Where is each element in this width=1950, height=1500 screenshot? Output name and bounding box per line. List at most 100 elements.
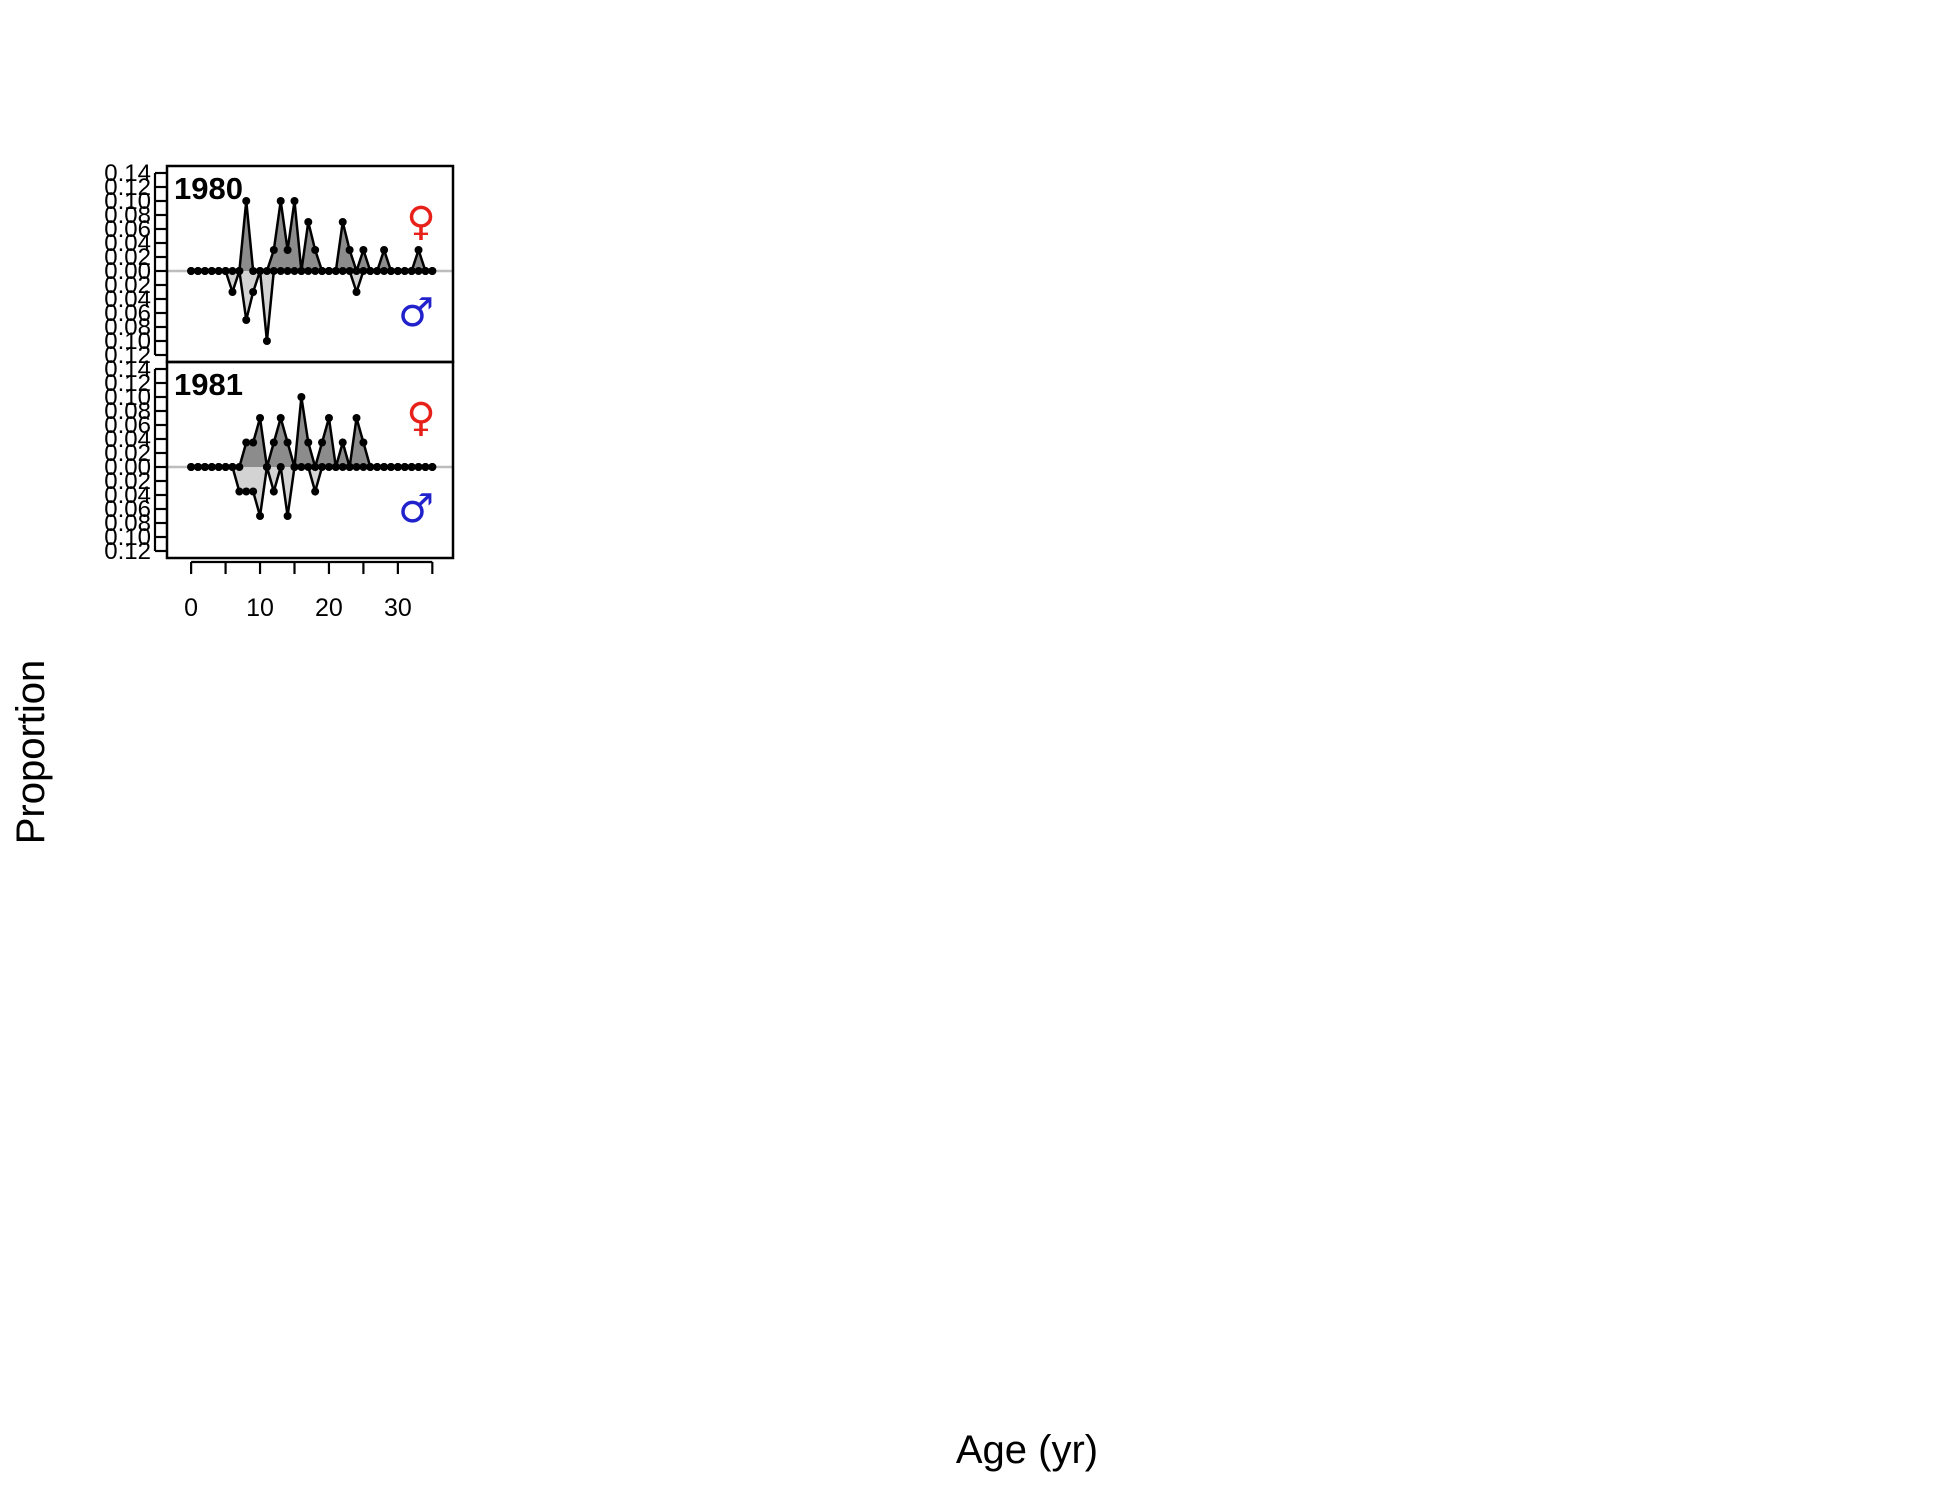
male-symbol: ♂ [398, 290, 434, 336]
female-point [283, 438, 292, 447]
male-point [380, 267, 389, 275]
male-point [276, 267, 285, 275]
male-point [366, 267, 375, 275]
male-point [414, 267, 423, 275]
male-point [200, 267, 209, 275]
male-point [338, 267, 347, 275]
male-point [331, 463, 340, 471]
panels-group: 1980♀♂0.140.120.100.080.060.040.020.000.… [104, 160, 455, 565]
female-symbol: ♀ [406, 395, 435, 441]
male-point [345, 267, 354, 275]
female-point [283, 246, 292, 254]
male-point [359, 267, 368, 275]
female-point [242, 197, 251, 205]
male-point [318, 463, 327, 471]
male-point [207, 463, 216, 471]
male-point [221, 463, 230, 471]
y-tick-label: 0.12 [104, 174, 151, 201]
female-line [191, 396, 433, 472]
y-tick-label: 0.08 [104, 314, 151, 341]
y-tick-label: 0.12 [104, 538, 151, 565]
female-point [304, 218, 313, 226]
male-point [345, 463, 354, 471]
female-symbol: ♀ [406, 199, 435, 245]
male-point [214, 267, 223, 275]
male-point [262, 337, 271, 345]
male-point [400, 463, 409, 471]
male-point [338, 463, 347, 471]
male-point [214, 463, 223, 471]
female-point [380, 246, 389, 254]
y-tick-label: 0.06 [104, 412, 151, 439]
female-point [338, 438, 347, 447]
female-point [290, 197, 299, 205]
panel-frame [165, 360, 455, 560]
y-tick-label: 0.06 [104, 496, 151, 523]
male-point [352, 288, 361, 296]
female-point [311, 463, 320, 471]
y-tick-label: 0.14 [104, 160, 151, 187]
male-line [191, 269, 433, 342]
male-point [256, 267, 265, 275]
y-tick-label: 0.04 [104, 482, 151, 509]
male-point [407, 267, 416, 275]
female-point [262, 267, 271, 275]
x-axis: 0 10 20 30 [184, 560, 434, 622]
female-point [228, 267, 237, 275]
male-point [187, 267, 196, 275]
y-tick-label: 0.00 [104, 454, 151, 481]
male-point [262, 463, 271, 471]
x-tick-label: 10 [246, 594, 274, 622]
female-area [191, 397, 433, 467]
panel-year-label: 1980 [174, 171, 243, 206]
x-tick-label: 0 [184, 594, 198, 622]
male-point [324, 463, 333, 471]
male-point [290, 463, 299, 471]
y-tick-label: 0.02 [104, 468, 151, 495]
y-tick-label: 0.06 [104, 300, 151, 327]
male-point [421, 267, 430, 275]
panel-1980: 1980♀♂0.140.120.100.080.060.040.020.000.… [104, 160, 455, 369]
female-point [304, 438, 313, 447]
female-point [269, 246, 278, 254]
male-point [269, 267, 278, 275]
male-point [428, 267, 437, 275]
female-point [276, 197, 285, 205]
female-point [249, 438, 258, 447]
female-point [297, 393, 306, 401]
male-point [428, 463, 437, 471]
female-point [345, 246, 354, 254]
male-symbol: ♂ [398, 486, 434, 532]
male-point [304, 463, 313, 471]
male-point [393, 463, 402, 471]
male-point [304, 267, 313, 275]
female-point [249, 267, 258, 275]
y-tick-label: 0.10 [104, 188, 151, 215]
male-point [331, 267, 340, 275]
female-point [352, 267, 361, 275]
male-point [386, 463, 395, 471]
male-point [242, 487, 251, 496]
female-point [324, 414, 333, 422]
female-point [352, 414, 361, 422]
male-point [249, 288, 258, 296]
y-tick-label: 0.04 [104, 230, 151, 257]
female-point [414, 246, 423, 254]
male-point [283, 267, 292, 275]
male-point [290, 267, 299, 275]
y-tick-label: 0.10 [104, 524, 151, 551]
female-point [359, 438, 368, 447]
male-area [191, 467, 433, 516]
male-point [283, 512, 292, 520]
female-point [269, 438, 278, 447]
male-point [228, 463, 237, 471]
y-tick-label: 0.12 [104, 342, 151, 369]
y-tick-label: 0.06 [104, 216, 151, 243]
male-point [200, 463, 209, 471]
male-point [373, 463, 382, 471]
male-point [228, 288, 237, 296]
female-point [338, 218, 347, 226]
y-tick-label: 0.00 [104, 258, 151, 285]
panel-1981: 1981♀♂0.140.120.100.080.060.040.020.000.… [104, 356, 455, 565]
